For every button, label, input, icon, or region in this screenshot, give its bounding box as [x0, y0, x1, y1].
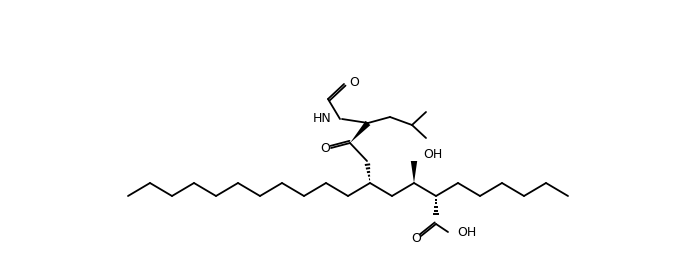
- Text: O: O: [349, 76, 359, 89]
- Text: OH: OH: [423, 147, 442, 161]
- Text: OH: OH: [457, 225, 476, 238]
- Polygon shape: [350, 121, 370, 143]
- Polygon shape: [411, 161, 417, 183]
- Text: O: O: [320, 142, 330, 155]
- Text: O: O: [411, 232, 421, 245]
- Text: HN: HN: [314, 113, 332, 126]
